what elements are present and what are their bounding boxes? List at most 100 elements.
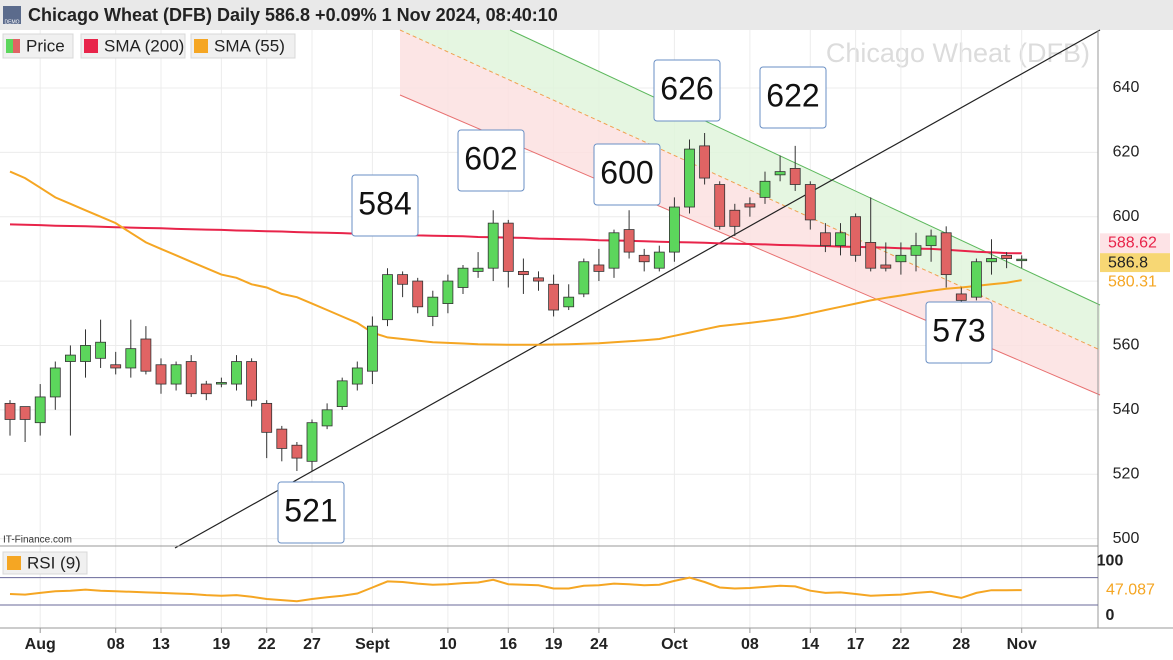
annotation: 584 xyxy=(358,185,411,221)
candle-body xyxy=(638,254,650,263)
candle-body xyxy=(336,380,348,407)
candle-body xyxy=(623,229,635,253)
candle-body xyxy=(518,271,529,276)
x-tick-label: 17 xyxy=(847,636,865,653)
candle-body xyxy=(472,267,484,272)
candle-body xyxy=(215,382,227,385)
legend-swatch xyxy=(194,39,208,53)
header-bar xyxy=(0,0,1173,30)
candle-body xyxy=(502,222,514,272)
candle-body xyxy=(895,254,907,263)
badge: DEMO xyxy=(5,19,20,25)
value-tag: 580.31 xyxy=(1108,273,1157,290)
candle-body xyxy=(457,267,469,288)
candle-body xyxy=(729,209,741,227)
candle-body xyxy=(699,145,710,179)
y-tick-label: 640 xyxy=(1113,79,1140,96)
y-tick-label: 520 xyxy=(1113,465,1140,482)
x-tick-label: 08 xyxy=(107,636,125,653)
candle-body xyxy=(306,422,318,462)
candle-body xyxy=(170,364,182,385)
candle-body xyxy=(442,280,454,304)
rsi-legend-label: RSI (9) xyxy=(27,553,81,572)
candle-body xyxy=(714,184,726,227)
rsi-tick-label: 0 xyxy=(1106,607,1115,624)
x-tick-label: Oct xyxy=(661,636,688,653)
x-tick-label: 19 xyxy=(545,636,563,653)
value-tag: 588.62 xyxy=(1108,235,1157,252)
annotation-box xyxy=(593,143,661,206)
source: IT-Finance.com xyxy=(3,535,72,546)
candle-body xyxy=(4,402,16,420)
legend-swatch xyxy=(6,39,13,53)
x-tick-label: Nov xyxy=(1007,636,1037,653)
candle-body xyxy=(804,184,816,221)
sma-line xyxy=(9,170,1022,346)
x-tick-label: 22 xyxy=(258,636,276,653)
annotation: 573 xyxy=(932,312,985,348)
badge-box xyxy=(3,6,21,24)
x-tick-label: 24 xyxy=(590,636,608,653)
candle-body xyxy=(533,277,544,282)
candle-body xyxy=(925,235,937,247)
watermark: Chicago Wheat (DFB) xyxy=(826,38,1090,68)
rsi-tag-box xyxy=(1100,580,1170,601)
annotation-box xyxy=(277,481,345,544)
legend-swatch xyxy=(84,39,98,53)
x-tick-label: 14 xyxy=(801,636,819,653)
legend-label: SMA (200) xyxy=(104,36,184,55)
uptrend-line xyxy=(174,29,1101,549)
candle-body xyxy=(49,367,61,398)
candle-body xyxy=(563,296,575,308)
channel-top-line xyxy=(509,29,1101,306)
candle-body xyxy=(200,383,212,395)
value-tag-box xyxy=(1100,233,1170,254)
candle-body xyxy=(971,261,982,298)
candle-body xyxy=(412,280,424,308)
y-tick-label: 560 xyxy=(1113,337,1140,354)
candle-body xyxy=(80,345,91,362)
annotation: 622 xyxy=(766,77,819,113)
candle-body xyxy=(986,258,997,263)
candle-body xyxy=(759,180,771,198)
annotation-box xyxy=(457,129,525,192)
candle-body xyxy=(653,251,665,269)
candle-body xyxy=(593,264,605,272)
candle-body xyxy=(125,348,137,369)
candle-body xyxy=(835,232,846,247)
annotation-box xyxy=(759,66,827,129)
candle-body xyxy=(19,406,31,420)
rsi-legend-swatch xyxy=(7,556,21,570)
candle-body xyxy=(185,361,197,395)
candle-body xyxy=(246,361,258,401)
y-tick-label: 600 xyxy=(1113,208,1140,225)
candle-body xyxy=(65,354,76,362)
legend-item-bg xyxy=(2,33,74,59)
x-tick-label: 16 xyxy=(499,636,517,653)
candle-body xyxy=(34,396,46,424)
legend: Price SMA (200) SMA (55) xyxy=(2,33,296,59)
candle-body xyxy=(351,367,363,385)
candle-body xyxy=(110,364,122,369)
x-tick-label: 13 xyxy=(152,636,170,653)
candle-body xyxy=(95,341,106,359)
rsi-line xyxy=(9,576,1022,603)
candle-body xyxy=(427,296,439,317)
y-tick-label: 620 xyxy=(1113,144,1140,161)
annotation: 626 xyxy=(660,70,713,106)
candle-body xyxy=(261,402,273,433)
x-tick-label: 10 xyxy=(439,636,457,653)
candle-body xyxy=(291,444,303,459)
x-tick-label: 22 xyxy=(892,636,910,653)
candle-body xyxy=(865,242,877,269)
candle-body xyxy=(1001,254,1012,259)
y-tick-label: 540 xyxy=(1113,401,1140,418)
plot xyxy=(4,133,1028,471)
channel-mid-line xyxy=(399,29,1101,351)
candle-body xyxy=(321,409,333,427)
candle-body xyxy=(140,338,152,372)
annotation: 602 xyxy=(464,140,517,176)
annotation: 600 xyxy=(600,154,653,190)
value-tag-box xyxy=(1100,253,1170,274)
